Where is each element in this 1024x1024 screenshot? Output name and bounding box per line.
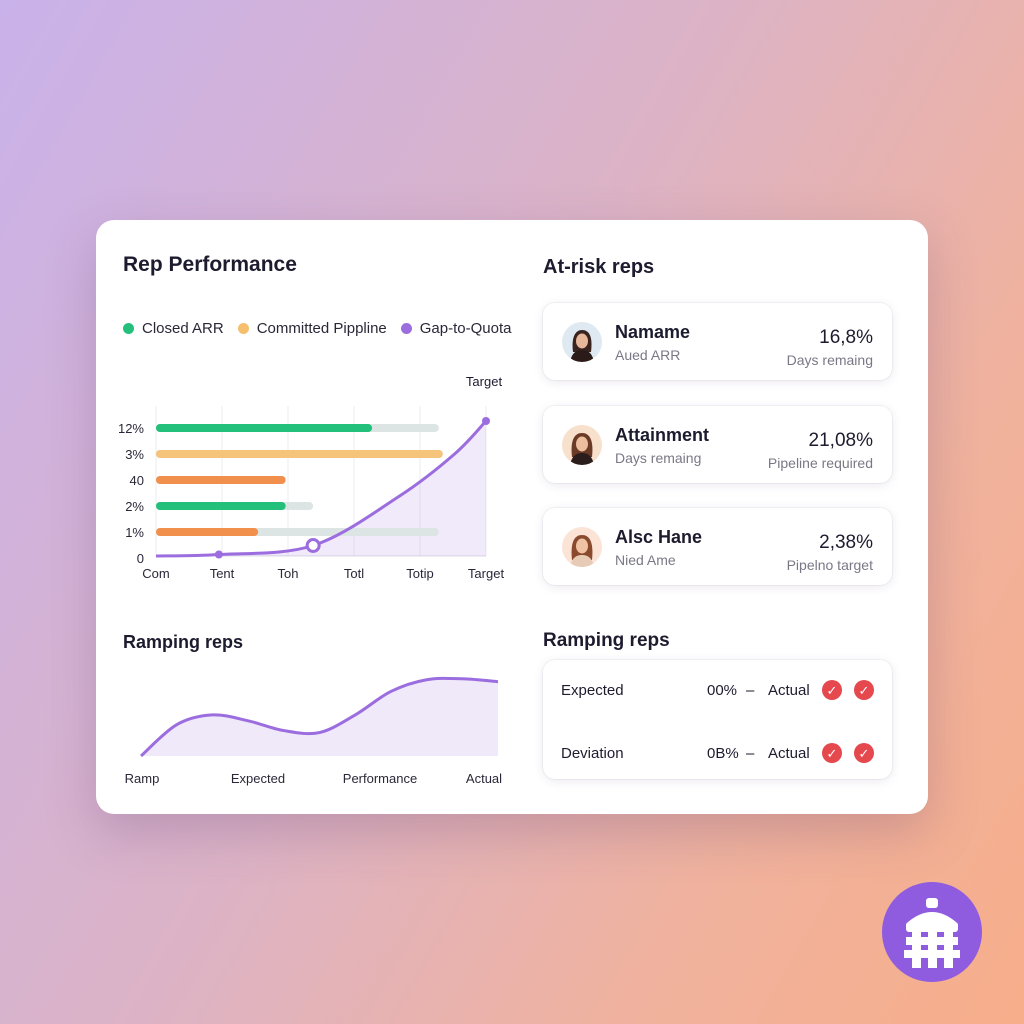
at-risk-rep-card[interactable]: Attainment Days remaing 21,08% Pipeline …	[543, 406, 892, 483]
x-tick-label: Performance	[343, 771, 417, 786]
legend-label: Gap-to-Quota	[419, 320, 512, 337]
y-tick-label: 1%	[125, 525, 144, 540]
x-tick-label: Totip	[406, 566, 433, 581]
x-tick-label: Totl	[344, 566, 364, 581]
performance-legend: Closed ARR Committed Pippline Gap-to-Quo…	[123, 320, 525, 337]
x-tick-label: Toh	[278, 566, 299, 581]
avatar-portrait-icon	[570, 433, 594, 465]
avatar	[562, 527, 602, 567]
bar	[156, 528, 259, 536]
ramping-area	[141, 678, 498, 756]
curve-marker	[482, 417, 490, 425]
rep-value: 16,8%	[819, 327, 873, 348]
ramping-reps-card: Expected 00% – Actual ✓ ✓ Deviation 0B% …	[543, 660, 892, 779]
ramp-row-actual: Actual	[768, 745, 810, 762]
legend-label: Closed ARR	[142, 320, 224, 337]
ramp-row-expected[interactable]: Expected 00% – Actual ✓ ✓	[561, 680, 874, 704]
ramp-row-dash: –	[746, 745, 755, 762]
x-tick-label: Com	[142, 566, 169, 581]
rep-sub: Days remaing	[615, 450, 702, 466]
legend-committed-pipeline[interactable]: Committed Pippline	[237, 320, 387, 337]
ramp-row-actual: Actual	[768, 682, 810, 699]
rep-name: Attainment	[615, 425, 709, 445]
at-risk-rep-card[interactable]: Namame Aued ARR 16,8% Days remaing	[543, 303, 892, 380]
curve-marker	[214, 550, 223, 559]
check-circle-icon[interactable]: ✓	[854, 680, 874, 700]
bar	[156, 450, 443, 458]
y-tick-label: 3%	[125, 447, 144, 462]
rep-value: 21,08%	[808, 430, 873, 451]
check-circle-icon[interactable]: ✓	[822, 680, 842, 700]
check-circle-icon[interactable]: ✓	[822, 743, 842, 763]
legend-dot-green	[123, 323, 134, 334]
x-tick-label: Ramp	[125, 771, 160, 786]
at-risk-rep-card[interactable]: Alsc Hane Nied Ame 2,38% Pipelno target	[543, 508, 892, 585]
ramp-row-dash: –	[746, 682, 755, 699]
avatar-portrait-icon	[570, 535, 594, 567]
check-circle-icon[interactable]: ✓	[854, 743, 874, 763]
bar	[156, 424, 373, 432]
dashboard-card: Rep Performance Closed ARR Committed Pip…	[96, 220, 928, 814]
y-tick-label: 40	[130, 473, 144, 488]
rep-metric: Pipeline required	[767, 455, 873, 471]
x-tick-label: Target	[468, 566, 505, 581]
at-risk-title: At-risk reps	[543, 256, 655, 278]
avatar-portrait-icon	[570, 330, 594, 362]
y-tick-label: 12%	[118, 421, 144, 436]
x-tick-label: Tent	[210, 566, 235, 581]
y-tick-label: 0	[137, 551, 144, 566]
target-label: Target	[466, 374, 503, 389]
ramp-row-label: Expected	[561, 682, 624, 699]
ramp-row-percent: 0B%	[707, 745, 739, 762]
bar	[156, 476, 286, 484]
legend-label: Committed Pippline	[256, 320, 387, 337]
bar	[156, 502, 286, 510]
legend-dot-purple	[400, 323, 412, 334]
ramping-chart: Ramp Expected Performance Actual	[125, 676, 502, 786]
logo-glyph	[904, 898, 960, 968]
x-tick-label: Expected	[231, 771, 285, 786]
performance-chart: 12% 3% 40 2% 1% 0 Target Com Tent Toh Totl Totip Tar…	[118, 374, 505, 581]
legend-dot-yellow	[237, 323, 249, 334]
rep-sub: Nied Ame	[615, 552, 676, 568]
avatar	[562, 322, 602, 362]
ramping-line	[139, 676, 499, 758]
ramp-row-deviation[interactable]: Deviation 0B% – Actual ✓ ✓	[561, 743, 874, 767]
rep-metric: Pipelno target	[786, 557, 873, 573]
ramp-row-percent: 00%	[707, 682, 738, 699]
avatar	[562, 425, 602, 465]
gap-to-quota-area	[156, 421, 486, 556]
x-tick-label: Actual	[466, 771, 502, 786]
legend-gap-to-quota[interactable]: Gap-to-Quota	[400, 320, 512, 337]
rep-metric: Days remaing	[786, 352, 873, 368]
curve-marker-highlight	[305, 538, 321, 553]
ramping-reps-chart-title: Ramping reps	[123, 632, 244, 652]
rep-name: Namame	[615, 322, 691, 342]
legend-closed-arr[interactable]: Closed ARR	[123, 320, 224, 337]
rep-sub: Aued ARR	[615, 347, 681, 363]
rep-value: 2,38%	[819, 532, 873, 553]
ramp-row-label: Deviation	[561, 745, 624, 762]
rep-name: Alsc Hane	[615, 527, 703, 547]
y-tick-label: 2%	[125, 499, 144, 514]
rep-performance-title: Rep Performance	[123, 253, 297, 276]
lighthouse-logo-icon[interactable]	[882, 882, 982, 982]
ramping-reps-title: Ramping reps	[543, 630, 670, 651]
